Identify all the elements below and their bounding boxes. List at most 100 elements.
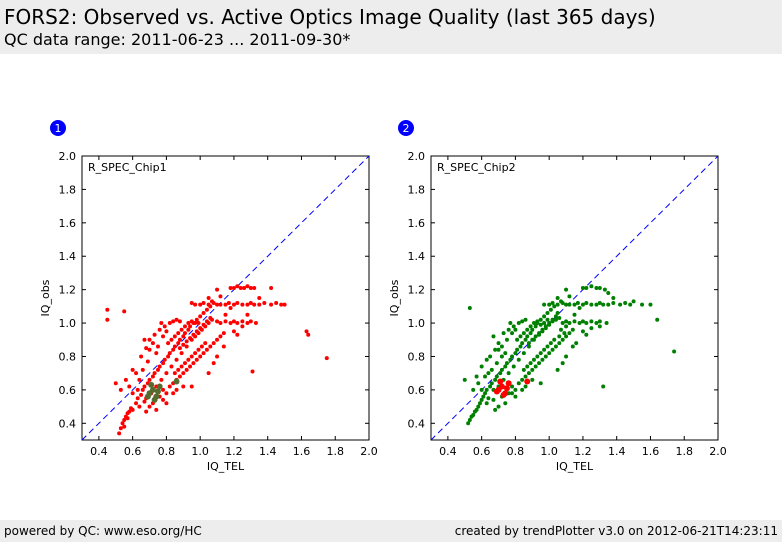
data-point bbox=[235, 332, 240, 337]
data-point bbox=[191, 332, 196, 337]
data-point bbox=[538, 381, 543, 386]
data-point bbox=[564, 319, 569, 324]
data-point bbox=[510, 391, 515, 396]
footer-bar: powered by QC: www.eso.org/HC created by… bbox=[0, 520, 782, 542]
header-bar: FORS2: Observed vs. Active Optics Image … bbox=[0, 0, 782, 54]
y-tick-label: 1.6 bbox=[59, 217, 77, 230]
data-point bbox=[570, 327, 575, 332]
data-point bbox=[513, 394, 518, 399]
y-tick-label: 0.6 bbox=[59, 384, 77, 397]
data-point bbox=[221, 331, 226, 336]
data-point bbox=[523, 384, 528, 389]
data-point bbox=[215, 302, 220, 307]
data-point bbox=[177, 346, 182, 351]
data-point bbox=[572, 302, 577, 307]
data-point bbox=[150, 374, 155, 379]
highlight-point bbox=[524, 378, 531, 385]
chart-badge-number: 2 bbox=[403, 122, 410, 135]
chart-badge-number: 1 bbox=[55, 122, 62, 135]
data-point bbox=[542, 302, 547, 307]
data-point bbox=[537, 332, 542, 337]
data-point bbox=[152, 332, 157, 337]
data-point bbox=[548, 341, 553, 346]
panel-label: R_SPEC_Chip2 bbox=[437, 161, 516, 174]
data-point bbox=[188, 364, 193, 369]
data-point bbox=[574, 341, 579, 346]
data-point bbox=[248, 285, 253, 290]
data-point bbox=[521, 331, 526, 336]
data-point bbox=[506, 327, 511, 332]
x-tick-label: 1.4 bbox=[608, 445, 626, 458]
data-point bbox=[181, 384, 186, 389]
data-point bbox=[223, 312, 228, 317]
highlight-point bbox=[154, 388, 161, 395]
data-layer bbox=[431, 156, 718, 440]
data-point bbox=[548, 307, 553, 312]
data-point bbox=[672, 349, 677, 354]
data-point bbox=[172, 371, 177, 376]
data-point bbox=[162, 324, 167, 329]
data-point bbox=[584, 332, 589, 337]
data-point bbox=[553, 317, 558, 322]
data-point bbox=[521, 351, 526, 356]
data-point bbox=[196, 321, 201, 326]
data-point bbox=[198, 314, 203, 319]
chart-badge-icon bbox=[398, 120, 414, 136]
data-point bbox=[503, 401, 508, 406]
data-point bbox=[513, 387, 518, 392]
data-point bbox=[147, 404, 152, 409]
data-point bbox=[171, 319, 176, 324]
highlight-point bbox=[493, 388, 500, 395]
data-point bbox=[279, 302, 284, 307]
data-point bbox=[496, 341, 501, 346]
data-point bbox=[518, 344, 523, 349]
data-point bbox=[181, 371, 186, 376]
data-point bbox=[580, 319, 585, 324]
y-axis-label: IQ_obs bbox=[388, 279, 401, 316]
data-point bbox=[479, 387, 484, 392]
data-point bbox=[525, 334, 530, 339]
data-point bbox=[215, 319, 220, 324]
data-point bbox=[499, 344, 504, 349]
data-point bbox=[188, 336, 193, 341]
data-point bbox=[518, 334, 523, 339]
data-point bbox=[580, 285, 585, 290]
y-tick-label: 1.8 bbox=[408, 183, 426, 196]
data-point bbox=[462, 377, 467, 382]
y-tick-label: 1.4 bbox=[408, 250, 426, 263]
data-point bbox=[257, 302, 262, 307]
data-point bbox=[164, 391, 169, 396]
data-point bbox=[145, 359, 150, 364]
data-point bbox=[597, 319, 602, 324]
data-point bbox=[562, 331, 567, 336]
data-point bbox=[471, 412, 476, 417]
data-point bbox=[147, 337, 152, 342]
data-point bbox=[282, 302, 287, 307]
data-point bbox=[515, 347, 520, 352]
data-point bbox=[154, 407, 159, 412]
data-point bbox=[125, 416, 130, 421]
data-point bbox=[223, 302, 228, 307]
data-point bbox=[550, 319, 555, 324]
data-point bbox=[486, 371, 491, 376]
data-point bbox=[477, 401, 482, 406]
data-point bbox=[174, 317, 179, 322]
data-point bbox=[564, 324, 569, 329]
data-point bbox=[530, 327, 535, 332]
highlight-point bbox=[497, 378, 504, 385]
data-point bbox=[174, 387, 179, 392]
data-point bbox=[523, 317, 528, 322]
data-point bbox=[513, 327, 518, 332]
data-point bbox=[179, 364, 184, 369]
data-point bbox=[203, 341, 208, 346]
data-point bbox=[479, 397, 484, 402]
data-point bbox=[471, 387, 476, 392]
data-point bbox=[525, 364, 530, 369]
data-point bbox=[105, 317, 110, 322]
data-point bbox=[257, 296, 262, 300]
footer-generator: created by trendPlotter v3.0 on 2012-06-… bbox=[454, 524, 778, 538]
data-point bbox=[179, 351, 184, 356]
data-point bbox=[594, 285, 599, 290]
data-point bbox=[198, 326, 203, 331]
